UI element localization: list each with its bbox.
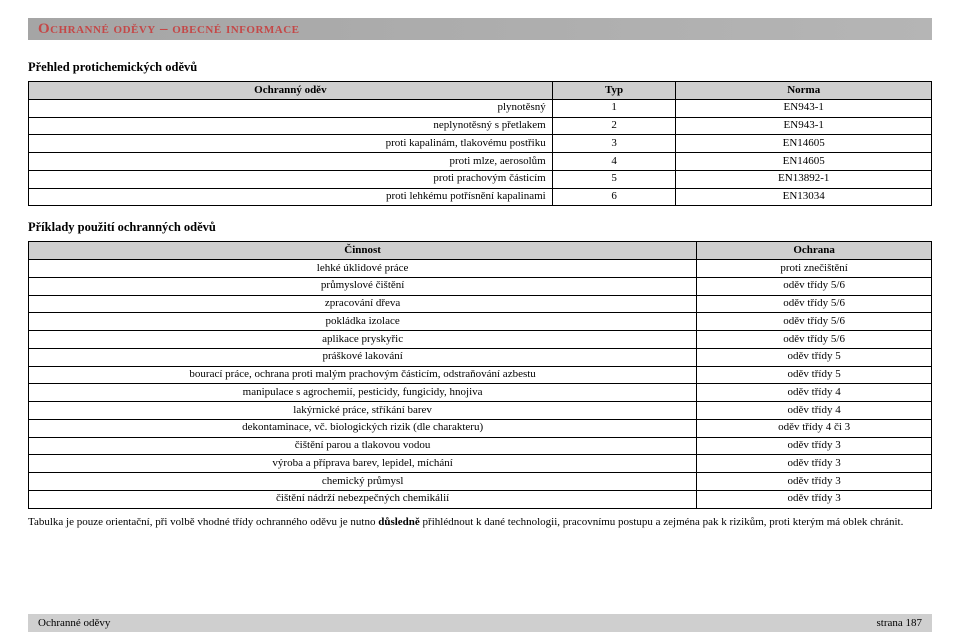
- footer-right: strana 187: [876, 617, 922, 629]
- table-header-row: Činnost Ochrana: [29, 242, 932, 260]
- cell-odev: plynotěsný: [29, 99, 553, 117]
- cell-odev: proti prachovým částicím: [29, 170, 553, 188]
- cell-cinnost: manipulace s agrochemií, pesticidy, fung…: [29, 384, 697, 402]
- cell-odev: neplynotěsný s přetlakem: [29, 117, 553, 135]
- page-header-title: Ochranné oděvy – obecné informace: [38, 21, 300, 38]
- table-row: dekontaminace, vč. biologických rizik (d…: [29, 419, 932, 437]
- table-row: aplikace pryskyřicoděv třídy 5/6: [29, 331, 932, 349]
- cell-ochrana: oděv třídy 3: [697, 490, 932, 508]
- col-header: Ochrana: [697, 242, 932, 260]
- cell-ochrana: oděv třídy 4 či 3: [697, 419, 932, 437]
- cell-norma: EN14605: [676, 153, 932, 171]
- table-row: čištění parou a tlakovou vodouoděv třídy…: [29, 437, 932, 455]
- table-row: proti mlze, aerosolům4EN14605: [29, 153, 932, 171]
- cell-cinnost: aplikace pryskyřic: [29, 331, 697, 349]
- cell-cinnost: průmyslové čištění: [29, 277, 697, 295]
- cell-ochrana: oděv třídy 3: [697, 473, 932, 491]
- cell-ochrana: oděv třídy 5: [697, 366, 932, 384]
- table-row: chemický průmysloděv třídy 3: [29, 473, 932, 491]
- table-row: výroba a příprava barev, lepidel, míchán…: [29, 455, 932, 473]
- cell-typ: 1: [552, 99, 676, 117]
- cell-cinnost: bourací práce, ochrana proti malým prach…: [29, 366, 697, 384]
- cell-cinnost: pokládka izolace: [29, 313, 697, 331]
- cell-ochrana: oděv třídy 5/6: [697, 313, 932, 331]
- cell-norma: EN943-1: [676, 99, 932, 117]
- cell-ochrana: oděv třídy 5/6: [697, 295, 932, 313]
- table-row: čištění nádrží nebezpečných chemikáliíod…: [29, 490, 932, 508]
- cell-ochrana: oděv třídy 3: [697, 437, 932, 455]
- cell-typ: 2: [552, 117, 676, 135]
- table-row: proti lehkému potřísnění kapalinami6EN13…: [29, 188, 932, 206]
- table-row: zpracování dřevaoděv třídy 5/6: [29, 295, 932, 313]
- cell-norma: EN13892-1: [676, 170, 932, 188]
- cell-ochrana: oděv třídy 5/6: [697, 331, 932, 349]
- cell-cinnost: výroba a příprava barev, lepidel, míchán…: [29, 455, 697, 473]
- col-header: Norma: [676, 82, 932, 100]
- table-row: průmyslové čištěníoděv třídy 5/6: [29, 277, 932, 295]
- cell-typ: 5: [552, 170, 676, 188]
- note-paragraph: Tabulka je pouze orientační, při volbě v…: [28, 515, 932, 529]
- cell-cinnost: práškové lakování: [29, 348, 697, 366]
- page-header-bar: Ochranné oděvy – obecné informace: [28, 18, 932, 40]
- footer-left: Ochranné oděvy: [38, 617, 110, 629]
- col-header: Ochranný oděv: [29, 82, 553, 100]
- table-protichemicke-odevy: Ochranný oděv Typ Norma plynotěsný1EN943…: [28, 81, 932, 206]
- page-footer: Ochranné oděvy strana 187: [28, 614, 932, 632]
- cell-typ: 3: [552, 135, 676, 153]
- cell-odev: proti lehkému potřísnění kapalinami: [29, 188, 553, 206]
- cell-ochrana: oděv třídy 4: [697, 384, 932, 402]
- cell-cinnost: dekontaminace, vč. biologických rizik (d…: [29, 419, 697, 437]
- table-pouziti-odevu: Činnost Ochrana lehké úklidové práceprot…: [28, 241, 932, 508]
- table-row: manipulace s agrochemií, pesticidy, fung…: [29, 384, 932, 402]
- cell-cinnost: chemický průmysl: [29, 473, 697, 491]
- cell-cinnost: lakýrnické práce, stříkání barev: [29, 402, 697, 420]
- cell-norma: EN13034: [676, 188, 932, 206]
- cell-typ: 4: [552, 153, 676, 171]
- cell-cinnost: čištění nádrží nebezpečných chemikálií: [29, 490, 697, 508]
- cell-cinnost: čištění parou a tlakovou vodou: [29, 437, 697, 455]
- cell-norma: EN943-1: [676, 117, 932, 135]
- table-row: proti kapalinám, tlakovému postřiku3EN14…: [29, 135, 932, 153]
- cell-cinnost: lehké úklidové práce: [29, 260, 697, 278]
- section1-title: Přehled protichemických oděvů: [28, 60, 932, 75]
- cell-ochrana: oděv třídy 5: [697, 348, 932, 366]
- col-header: Činnost: [29, 242, 697, 260]
- table-row: neplynotěsný s přetlakem2EN943-1: [29, 117, 932, 135]
- table-row: práškové lakováníoděv třídy 5: [29, 348, 932, 366]
- cell-ochrana: oděv třídy 3: [697, 455, 932, 473]
- table-row: lehké úklidové práceproti znečištění: [29, 260, 932, 278]
- cell-odev: proti mlze, aerosolům: [29, 153, 553, 171]
- cell-ochrana: oděv třídy 5/6: [697, 277, 932, 295]
- cell-ochrana: proti znečištění: [697, 260, 932, 278]
- cell-cinnost: zpracování dřeva: [29, 295, 697, 313]
- table-row: bourací práce, ochrana proti malým prach…: [29, 366, 932, 384]
- cell-norma: EN14605: [676, 135, 932, 153]
- table-row: pokládka izolaceoděv třídy 5/6: [29, 313, 932, 331]
- table-row: proti prachovým částicím5EN13892-1: [29, 170, 932, 188]
- col-header: Typ: [552, 82, 676, 100]
- table-row: lakýrnické práce, stříkání barevoděv tří…: [29, 402, 932, 420]
- cell-odev: proti kapalinám, tlakovému postřiku: [29, 135, 553, 153]
- section2-title: Příklady použití ochranných oděvů: [28, 220, 932, 235]
- table-row: plynotěsný1EN943-1: [29, 99, 932, 117]
- table-header-row: Ochranný oděv Typ Norma: [29, 82, 932, 100]
- cell-typ: 6: [552, 188, 676, 206]
- cell-ochrana: oděv třídy 4: [697, 402, 932, 420]
